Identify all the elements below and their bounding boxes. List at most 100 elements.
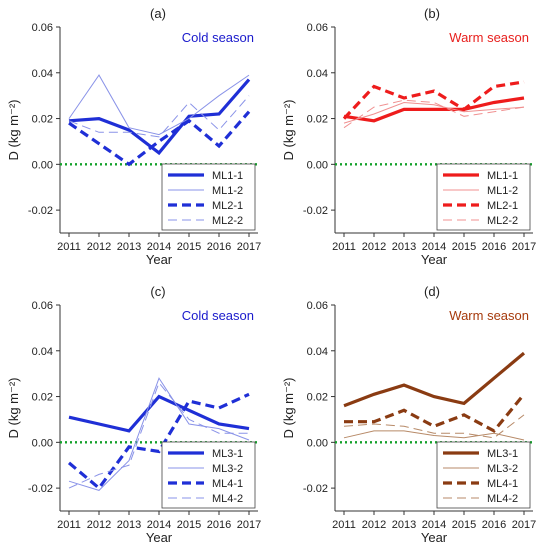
y-tick-label: -0.02	[303, 205, 328, 217]
series-line-ml2-1	[68, 110, 251, 167]
legend: ML1-1 ML1-2 ML2-1 ML2-2	[436, 163, 531, 231]
chart-panel-4: (d) -0.02 0.00 0.02 0.04 0.06 2011 2012 2013 2014…	[281, 284, 536, 545]
season-annotation: Warm season	[449, 30, 529, 45]
legend-label: ML4-1	[487, 478, 518, 490]
series-line-ml4-2	[68, 381, 249, 489]
legend-label: ML1-1	[212, 170, 243, 182]
series-line-ml1-1	[68, 78, 251, 156]
y-axis-title: D (kg m⁻²)	[281, 377, 296, 438]
series-line-ml3-2	[68, 377, 250, 491]
x-tick-label: 2011	[57, 519, 81, 531]
x-tick-label: 2015	[177, 519, 201, 531]
chart-panel-1: (a) -0.02 0.00 0.02 0.04 0.06 2011 2012 2013 2014…	[6, 6, 261, 267]
y-tick-label: 0.04	[32, 346, 53, 358]
series-line-ml4-1	[67, 392, 250, 491]
legend-label: ML4-2	[212, 493, 243, 505]
panel-label: (d)	[424, 284, 440, 299]
x-tick-label: 2013	[117, 241, 141, 253]
x-axis-title: Year	[146, 252, 173, 267]
panel-label: (c)	[150, 284, 165, 299]
x-tick-label: 2013	[392, 519, 416, 531]
x-tick-label: 2015	[452, 241, 476, 253]
season-annotation: Cold season	[182, 308, 254, 323]
panel-label: (b)	[424, 6, 440, 21]
series-line-ml2-1	[342, 80, 525, 120]
legend-label: ML1-1	[487, 170, 518, 182]
x-axis-title: Year	[421, 252, 448, 267]
x-tick-label: 2014	[147, 241, 171, 253]
y-tick-label: 0.00	[307, 159, 328, 171]
x-tick-label: 2011	[332, 241, 356, 253]
legend-label: ML3-2	[212, 463, 243, 475]
y-tick-label: 0.00	[32, 437, 53, 449]
series-line-ml1-2	[343, 101, 525, 124]
series-line-ml2-2	[68, 95, 250, 138]
season-annotation: Warm season	[449, 308, 529, 323]
x-tick-label: 2015	[452, 519, 476, 531]
x-tick-label: 2013	[117, 519, 141, 531]
y-tick-label: 0.06	[307, 300, 328, 312]
x-tick-label: 2016	[482, 519, 506, 531]
series-line-ml3-1	[343, 351, 526, 408]
x-tick-label: 2015	[177, 241, 201, 253]
series-line-ml4-1	[344, 393, 526, 433]
y-axis-title: D (kg m⁻²)	[281, 99, 296, 160]
legend-label: ML2-2	[487, 215, 518, 227]
legend: ML3-1 ML3-2 ML4-1 ML4-2	[161, 441, 256, 509]
x-tick-label: 2014	[422, 241, 446, 253]
series-line-ml4-2	[343, 414, 525, 439]
x-axis-title: Year	[146, 530, 173, 545]
x-tick-label: 2011	[332, 519, 356, 531]
x-tick-label: 2012	[87, 241, 111, 253]
x-tick-label: 2012	[362, 519, 386, 531]
chart-panel-3: (c) -0.02 0.00 0.02 0.04 0.06 2011 2012 2013 2014…	[6, 284, 261, 545]
y-tick-label: 0.06	[32, 300, 53, 312]
y-tick-label: 0.02	[307, 114, 328, 126]
x-tick-label: 2016	[482, 241, 506, 253]
y-tick-label: -0.02	[303, 483, 328, 495]
x-tick-label: 2011	[57, 241, 81, 253]
legend: ML1-1 ML1-2 ML2-1 ML2-2	[161, 163, 256, 231]
y-tick-label: 0.02	[307, 392, 328, 404]
series-line-ml1-1	[343, 96, 525, 123]
x-tick-label: 2017	[237, 519, 261, 531]
series-line-ml3-1	[68, 394, 250, 433]
x-tick-label: 2012	[87, 519, 111, 531]
legend-label: ML2-1	[487, 200, 518, 212]
x-tick-label: 2016	[207, 519, 231, 531]
legend-label: ML2-1	[212, 200, 243, 212]
y-tick-label: 0.06	[32, 22, 53, 34]
y-tick-label: 0.04	[307, 68, 328, 80]
y-tick-label: 0.02	[32, 114, 53, 126]
chart-panel-2: (b) -0.02 0.00 0.02 0.04 0.06 2011 2012 2013 2014…	[281, 6, 536, 267]
y-tick-label: 0.04	[307, 346, 328, 358]
x-axis-title: Year	[421, 530, 448, 545]
x-tick-label: 2014	[147, 519, 171, 531]
legend: ML3-1 ML3-2 ML4-1 ML4-2	[436, 441, 531, 509]
x-tick-label: 2017	[512, 519, 536, 531]
series-line-ml1-2	[68, 74, 250, 136]
y-axis-title: D (kg m⁻²)	[6, 99, 21, 160]
series-line-ml2-2	[343, 99, 525, 129]
x-tick-label: 2014	[422, 519, 446, 531]
legend-label: ML1-2	[212, 185, 243, 197]
legend-label: ML2-2	[212, 215, 243, 227]
legend-label: ML4-1	[212, 478, 243, 490]
x-tick-label: 2016	[207, 241, 231, 253]
x-tick-label: 2017	[512, 241, 536, 253]
y-tick-label: 0.06	[307, 22, 328, 34]
y-tick-label: 0.00	[32, 159, 53, 171]
series-line-ml3-2	[343, 430, 525, 441]
panel-label: (a)	[150, 6, 166, 21]
legend-label: ML3-1	[212, 448, 243, 460]
legend-label: ML3-2	[487, 463, 518, 475]
x-tick-label: 2013	[392, 241, 416, 253]
legend-label: ML1-2	[487, 185, 518, 197]
season-annotation: Cold season	[182, 30, 254, 45]
x-tick-label: 2012	[362, 241, 386, 253]
y-axis-title: D (kg m⁻²)	[6, 377, 21, 438]
y-tick-label: 0.02	[32, 392, 53, 404]
y-tick-label: 0.04	[32, 68, 53, 80]
y-tick-label: -0.02	[28, 205, 53, 217]
